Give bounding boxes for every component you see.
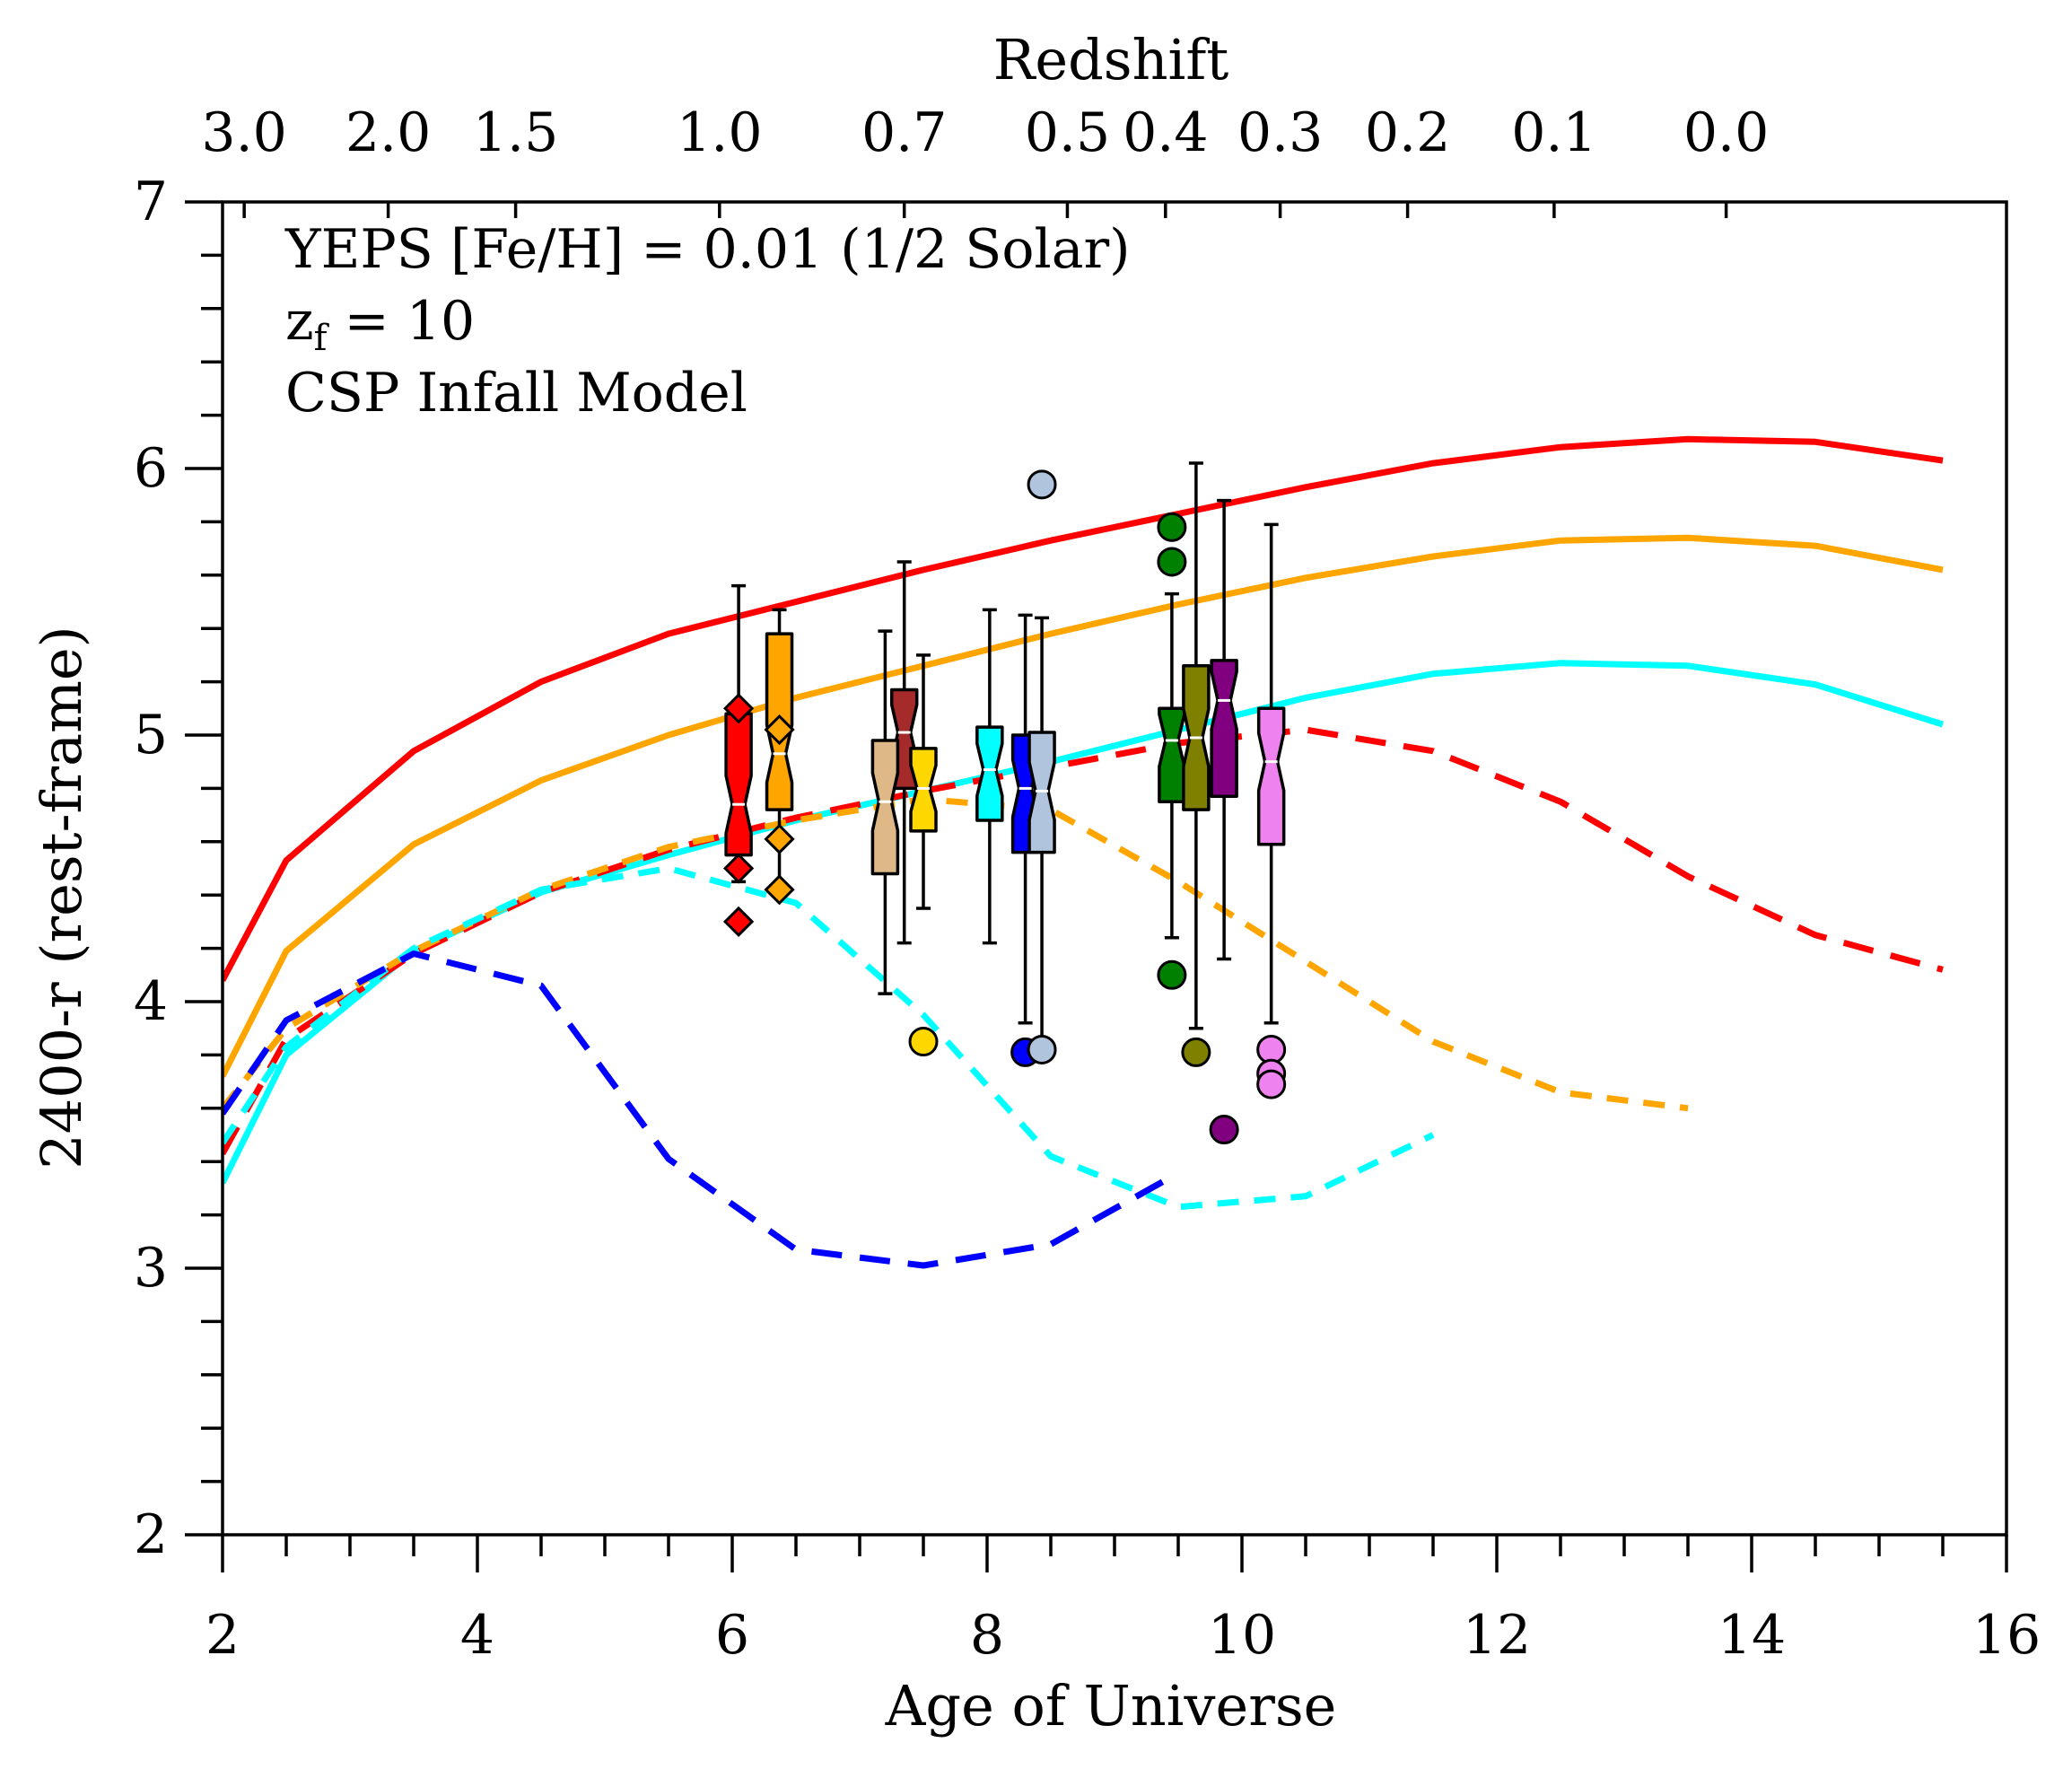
annotation-line-3: CSP Infall Model	[285, 362, 747, 425]
y-tick-label: 7	[134, 171, 168, 233]
x-tick-label: 14	[1718, 1604, 1786, 1667]
y-tick-label: 6	[134, 437, 168, 500]
x-axis-title: Age of Universe	[885, 1673, 1337, 1739]
x-tick-label: 16	[1972, 1604, 2041, 1667]
x-tick-label: 10	[1208, 1604, 1276, 1667]
boxplot-9	[1157, 512, 1187, 990]
box-body	[975, 725, 1004, 822]
outlier-point	[1027, 469, 1057, 500]
series-red-dashed	[223, 726, 1944, 1156]
y-tick-label: 3	[134, 1237, 168, 1300]
outlier-point	[908, 1027, 939, 1057]
annotation: YEPS [Fe/H] = 0.01 (1/2 Solar) zf = 10 C…	[284, 218, 1131, 425]
x-tick-label: 4	[460, 1604, 494, 1667]
outlier-point	[1027, 1034, 1057, 1064]
series-orange-dashed	[223, 795, 1689, 1112]
top-tick-label: 0.4	[1123, 101, 1208, 164]
top-tick-label: 0.0	[1683, 101, 1769, 164]
y-tick-label: 4	[134, 970, 168, 1033]
boxplot-1	[722, 583, 755, 938]
outlier-point	[1181, 1037, 1211, 1067]
x-tick-label: 6	[715, 1604, 749, 1667]
outlier-point	[1157, 547, 1187, 577]
series-red-solid	[223, 435, 1944, 982]
top-tick-label: 0.7	[861, 101, 947, 164]
top-tick-label: 0.3	[1237, 101, 1323, 164]
top-tick-label: 1.5	[473, 101, 558, 164]
series-orange-solid	[223, 534, 1944, 1078]
boxplot-8	[1027, 469, 1057, 1064]
annotation-line-1: YEPS [Fe/H] = 0.01 (1/2 Solar)	[284, 218, 1131, 281]
x-tick-label: 12	[1463, 1604, 1531, 1667]
outlier-point	[764, 823, 795, 854]
boxplot-10	[1181, 461, 1211, 1067]
boxplot-11	[1209, 498, 1239, 1145]
outlier-point	[1157, 959, 1187, 990]
boxplot-4	[870, 629, 900, 995]
box-body	[1256, 706, 1286, 846]
box-body	[1158, 706, 1186, 803]
box-body	[870, 739, 900, 876]
annotation-line-2: zf = 10	[285, 290, 475, 359]
top-tick-label: 0.2	[1365, 101, 1450, 164]
top-tick-label: 2.0	[345, 101, 431, 164]
outlier-point	[1157, 512, 1187, 542]
boxplot-12	[1256, 522, 1287, 1099]
annotation-subscript: f	[314, 318, 330, 359]
top-axis-title: Redshift	[993, 27, 1229, 92]
outlier-point	[764, 714, 795, 746]
x-tick-label: 2	[205, 1604, 240, 1667]
x-tick-label: 8	[970, 1604, 1004, 1667]
y-axis-title: 2400-r (rest-frame)	[29, 626, 94, 1169]
axis-ticks: 2 4 6 8 10 12 14 16 2 3 4 5 6 7 3.0 2.0 1.5 1.0 0.7 0.5 0.4 0…	[134, 101, 2041, 1667]
boxplot-6	[975, 608, 1004, 945]
annotation-z: z	[285, 290, 314, 353]
y-tick-label: 5	[134, 704, 168, 766]
boxplot-2	[764, 608, 795, 906]
boxplots	[722, 461, 1287, 1145]
model-lines	[223, 435, 1945, 1269]
series-cyan-dashed	[223, 865, 1435, 1211]
box-body	[1210, 659, 1238, 799]
outlier-point	[722, 693, 755, 724]
outlier-point	[722, 853, 755, 884]
series-blue-dashed	[223, 950, 1167, 1269]
annotation-equals: = 10	[327, 290, 475, 353]
boxplot-5	[908, 653, 939, 1057]
top-tick-label: 0.1	[1511, 101, 1596, 164]
outlier-point	[1209, 1115, 1239, 1145]
outlier-point	[1256, 1069, 1287, 1099]
outlier-point	[764, 874, 795, 906]
top-tick-label: 1.0	[677, 101, 762, 164]
y-tick-label: 2	[134, 1503, 168, 1566]
top-tick-label: 0.5	[1025, 101, 1110, 164]
top-tick-label: 3.0	[201, 101, 286, 164]
box-body	[724, 712, 753, 857]
outlier-point	[722, 906, 755, 938]
